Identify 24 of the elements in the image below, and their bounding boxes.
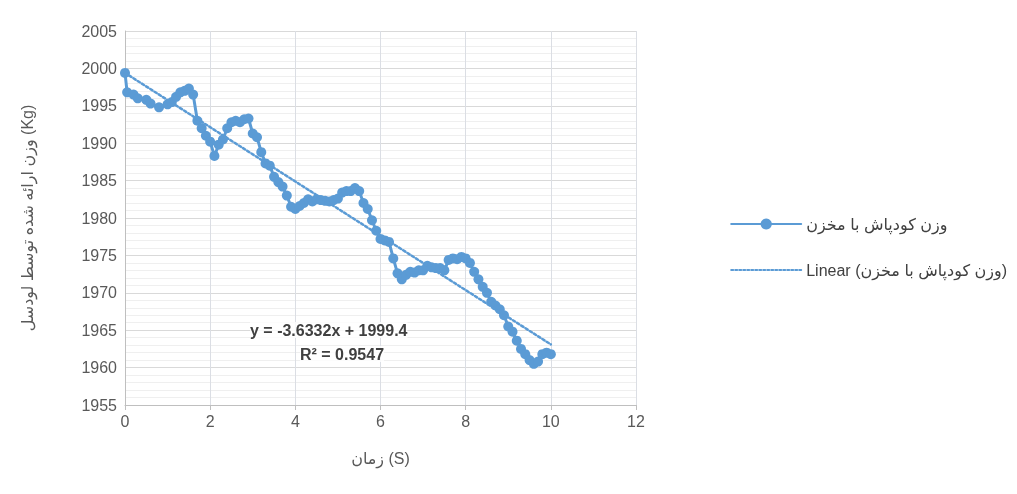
y-tick-label: 1980 <box>81 209 118 227</box>
x-tick-label: 4 <box>290 412 300 430</box>
y-tick-label: 1995 <box>81 97 118 115</box>
y-axis-title: وزن ارائه شده توسط لودسل (Kg) <box>18 104 38 332</box>
x-tick-label: 6 <box>376 412 386 430</box>
x-tick-label: 8 <box>461 412 471 430</box>
x-tick-label: 0 <box>120 412 130 430</box>
x-tick-label: 10 <box>541 412 560 430</box>
y-tick-label: 1955 <box>81 396 118 414</box>
y-tick-label: 1970 <box>81 284 118 302</box>
y-tick-label: 1965 <box>81 321 118 339</box>
legend-label: وزن کودپاش با مخزن <box>806 215 948 235</box>
y-tick-label: 1960 <box>81 359 118 377</box>
y-tick-label: 2000 <box>81 59 118 77</box>
y-tick-label: 2005 <box>81 22 118 40</box>
x-axis-title: زمان (S) <box>351 449 410 469</box>
x-tick-label: 12 <box>627 412 645 430</box>
legend-label: Linear (وزن کودپاش با مخزن) <box>806 261 1008 281</box>
annotation: y = -3.6332x + 1999.4 <box>250 321 408 339</box>
y-tick-label: 1990 <box>81 134 118 152</box>
y-tick-label: 1975 <box>81 246 118 264</box>
annotation: R² = 0.9547 <box>300 345 385 363</box>
x-tick-label: 2 <box>205 412 215 430</box>
y-tick-label: 1985 <box>81 172 118 190</box>
